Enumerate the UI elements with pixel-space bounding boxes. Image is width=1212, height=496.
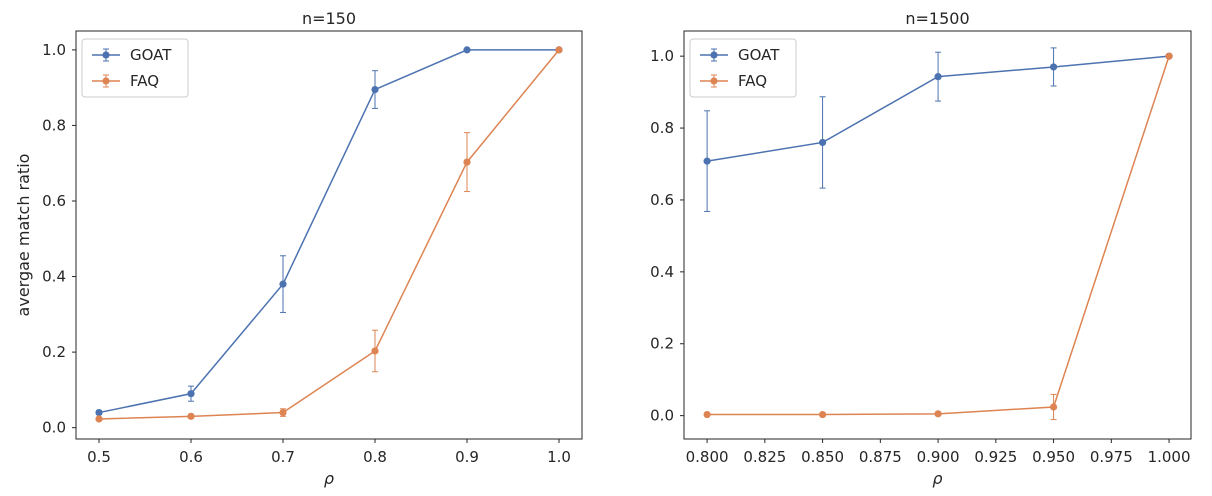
chart-title: n=150 bbox=[302, 9, 356, 28]
x-tick-label: 0.875 bbox=[859, 448, 902, 466]
x-tick-label: 0.5 bbox=[87, 448, 111, 466]
axes-frame bbox=[683, 30, 1192, 440]
data-point bbox=[371, 347, 379, 355]
series-faq bbox=[95, 46, 563, 423]
data-point bbox=[279, 280, 287, 288]
chart-panel-1: n=150 0.5 0.6 0.7 0.8 0.9 1.0 0.0 0.2 0.4 0.6 0.8 1.… bbox=[14, 9, 583, 488]
data-point bbox=[279, 408, 287, 417]
legend-label: GOAT bbox=[738, 46, 780, 64]
data-point bbox=[818, 138, 827, 147]
x-tick-label: 0.950 bbox=[1032, 448, 1075, 466]
x-tick-label: 0.900 bbox=[917, 448, 960, 466]
data-point bbox=[1049, 403, 1058, 411]
data-point bbox=[1165, 52, 1173, 60]
legend-item-faq: FAQ bbox=[92, 72, 159, 90]
data-point bbox=[371, 85, 379, 94]
y-axis-label: avergae match ratio bbox=[14, 154, 33, 317]
data-point bbox=[187, 390, 195, 398]
series-faq bbox=[703, 52, 1173, 421]
legend-item-goat: GOAT bbox=[700, 46, 780, 64]
y-tick-label: 0.0 bbox=[42, 419, 66, 437]
x-tick-label: 0.7 bbox=[271, 448, 295, 466]
legend-item-goat: GOAT bbox=[92, 46, 172, 64]
series-line bbox=[707, 55, 1170, 416]
legend-item-faq: FAQ bbox=[700, 72, 767, 90]
x-tick-label: 1.000 bbox=[1148, 448, 1191, 466]
x-tick-label: 0.8 bbox=[363, 448, 387, 466]
data-point bbox=[703, 410, 711, 419]
x-axis-label: ρ bbox=[932, 469, 942, 488]
data-point bbox=[463, 46, 471, 54]
chart-panel-2: n=1500 0.800 0.825 0.850 0.875 0.900 0.925 0.95… bbox=[650, 9, 1192, 488]
data-point bbox=[187, 412, 195, 420]
x-tick-label: 0.800 bbox=[686, 448, 729, 466]
data-point bbox=[1049, 63, 1058, 71]
y-tick-label: 1.0 bbox=[42, 41, 66, 59]
x-tick-label: 0.925 bbox=[974, 448, 1017, 466]
data-point bbox=[95, 408, 103, 417]
series-goat bbox=[703, 47, 1173, 212]
y-tick-label: 1.0 bbox=[650, 47, 674, 65]
legend-marker bbox=[102, 77, 110, 85]
y-tick-label: 0.2 bbox=[42, 343, 66, 361]
series-line bbox=[98, 49, 560, 420]
y-tick-label: 0.2 bbox=[650, 335, 674, 353]
series-line bbox=[98, 49, 559, 414]
y-tick-label: 0.6 bbox=[650, 191, 674, 209]
y-tick-label: 0.8 bbox=[650, 119, 674, 137]
y-tick-label: 0.6 bbox=[42, 192, 66, 210]
x-tick-label: 0.9 bbox=[455, 448, 479, 466]
y-tick-label: 0.0 bbox=[650, 407, 674, 425]
x-tick-label: 0.6 bbox=[179, 448, 203, 466]
data-point bbox=[818, 410, 827, 419]
legend-label: FAQ bbox=[738, 72, 767, 90]
y-tick-label: 0.4 bbox=[650, 263, 674, 281]
data-point bbox=[934, 73, 942, 81]
legend-marker bbox=[710, 77, 718, 85]
legend: GOAT FAQ bbox=[81, 38, 189, 98]
x-tick-label: 0.975 bbox=[1090, 448, 1133, 466]
data-point bbox=[95, 415, 103, 423]
data-point bbox=[555, 46, 563, 54]
legend-label: GOAT bbox=[130, 46, 172, 64]
x-tick-label: 1.0 bbox=[547, 448, 571, 466]
x-axis-label: ρ bbox=[324, 469, 334, 488]
data-point bbox=[934, 410, 942, 418]
legend-label: FAQ bbox=[130, 72, 159, 90]
x-tick-label: 0.825 bbox=[743, 448, 786, 466]
legend: GOAT FAQ bbox=[689, 38, 797, 98]
data-point bbox=[463, 158, 471, 166]
series-goat bbox=[95, 46, 563, 417]
legend-marker bbox=[710, 51, 718, 59]
y-tick-label: 0.8 bbox=[42, 116, 66, 134]
legend-marker bbox=[102, 51, 110, 59]
axes-frame bbox=[75, 30, 583, 440]
chart-title: n=1500 bbox=[905, 9, 969, 28]
y-tick-label: 0.4 bbox=[42, 268, 66, 286]
x-tick-label: 0.850 bbox=[801, 448, 844, 466]
data-point bbox=[703, 157, 711, 165]
